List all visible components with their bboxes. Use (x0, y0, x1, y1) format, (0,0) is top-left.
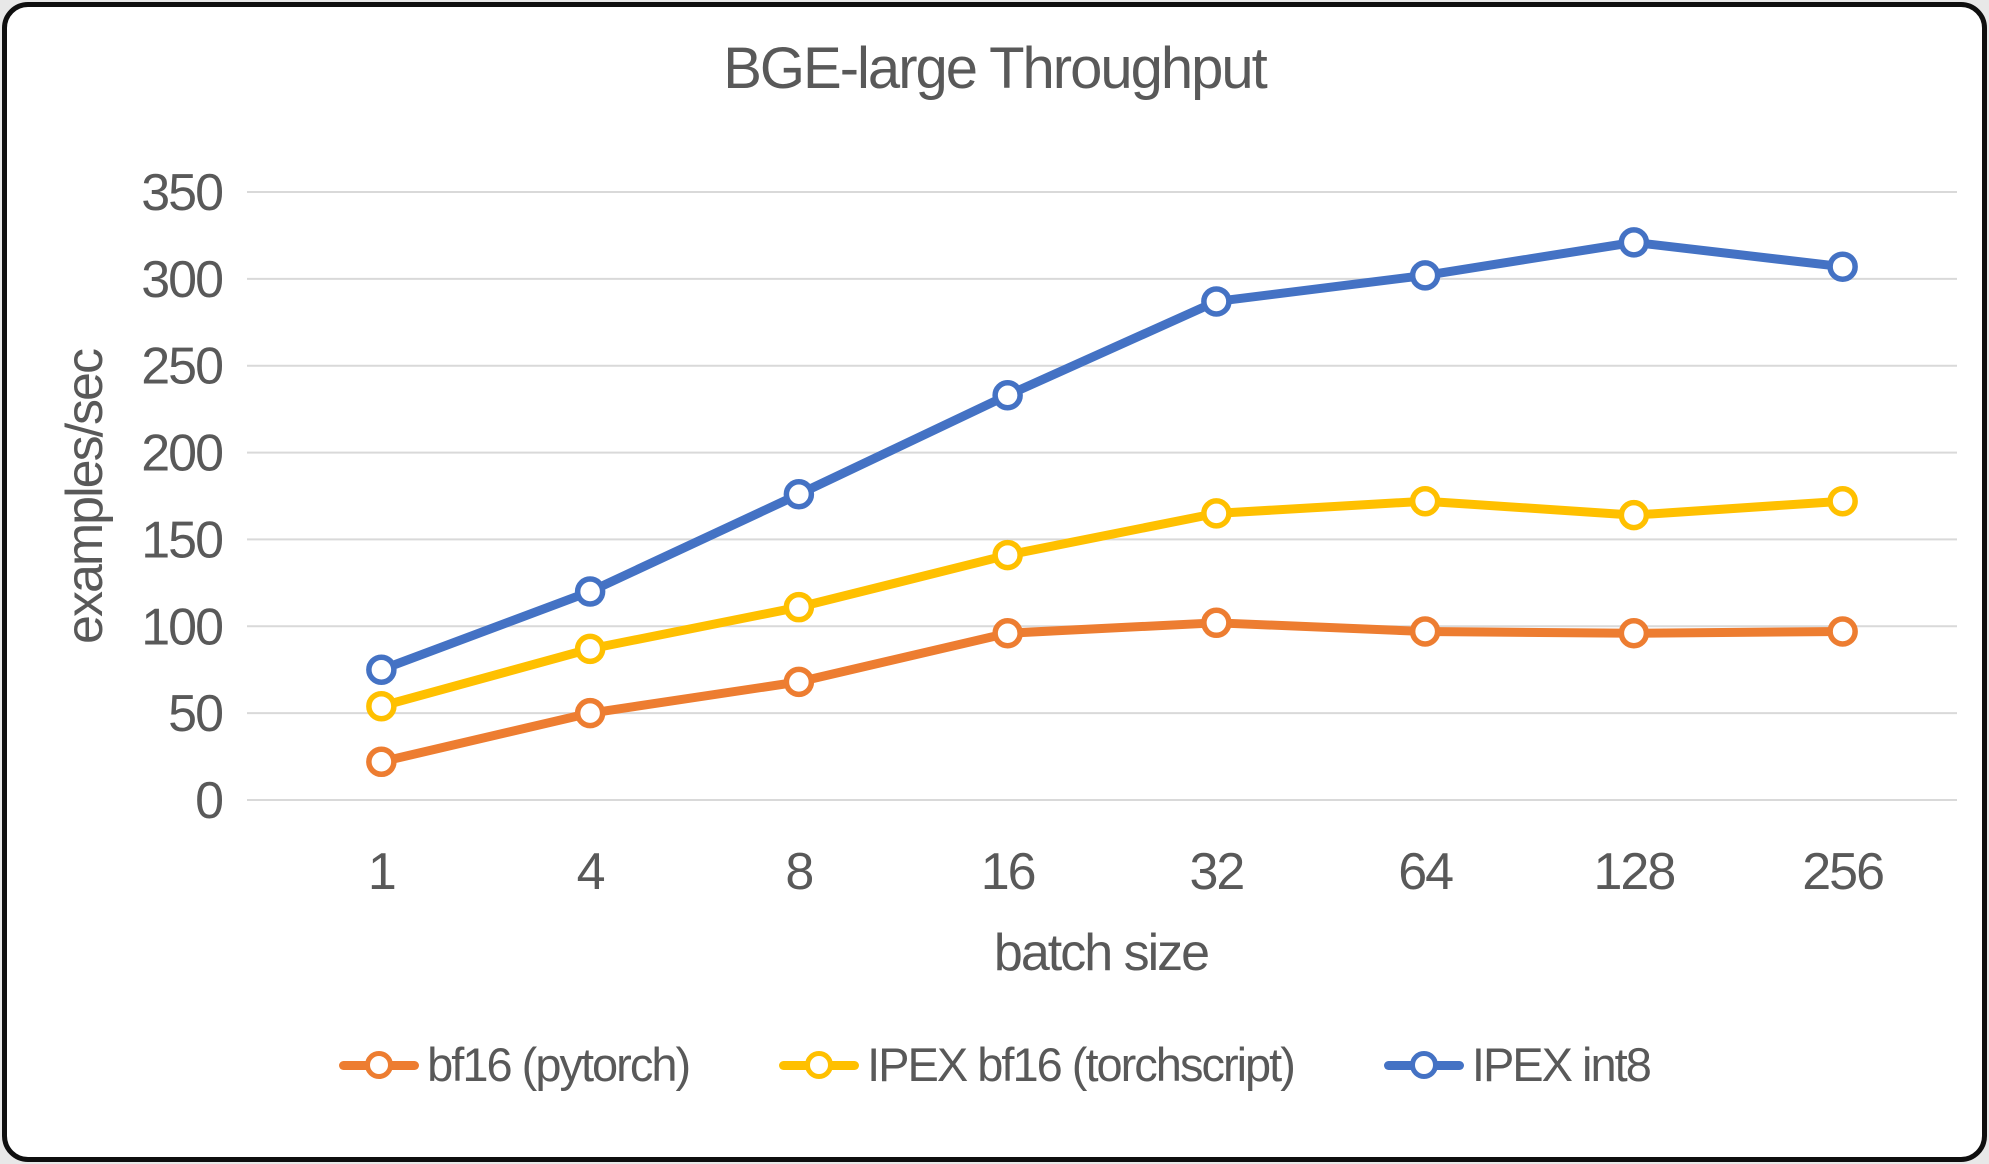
data-point-ipex-bf16-torchscript-1 (366, 690, 397, 722)
y-tick-label-250: 250 (141, 338, 222, 396)
x-tick-label-16: 16 (981, 843, 1035, 901)
data-point-ipex-int8-8 (783, 479, 815, 510)
y-tick-label-0: 0 (195, 772, 222, 830)
data-point-bf16-pytorch-1 (366, 746, 397, 778)
x-tick-label-1: 1 (368, 843, 395, 901)
y-tick-label-200: 200 (141, 425, 222, 483)
data-point-bf16-pytorch-4 (574, 697, 606, 729)
legend-line-circle-icon (779, 1048, 860, 1082)
data-point-bf16-pytorch-8 (783, 666, 815, 698)
y-tick-label-150: 150 (141, 511, 222, 569)
y-tick-label-300: 300 (141, 251, 222, 309)
series-line-ipex-bf16-torchscript (376, 496, 1848, 711)
data-point-ipex-int8-1 (366, 654, 397, 685)
data-point-bf16-pytorch-16 (992, 617, 1023, 649)
legend-line-circle-icon (339, 1048, 420, 1082)
x-tick-label-64: 64 (1398, 843, 1453, 901)
chart-plot-area: 0 50 100 150 200 250 300 350 1 4 8 16 32 64 128 256 (141, 164, 1957, 901)
data-point-ipex-int8-64 (1409, 260, 1441, 291)
y-tick-label-350: 350 (141, 164, 222, 222)
x-tick-label-32: 32 (1189, 843, 1243, 901)
legend-circle-marker (805, 1050, 834, 1079)
legend-item-ipex-bf16-torchscript: IPEX bf16 (torchscript) (779, 1037, 1296, 1092)
legend-label: bf16 (pytorch) (427, 1038, 691, 1091)
data-point-ipex-bf16-torchscript-8 (783, 591, 815, 623)
x-tick-label-128: 128 (1593, 843, 1674, 901)
x-tick-label-256: 256 (1802, 843, 1883, 901)
data-point-ipex-bf16-torchscript-32 (1201, 498, 1232, 529)
y-tick-label-100: 100 (141, 598, 222, 656)
chart-title: BGE-large Throughput (723, 36, 1268, 101)
data-point-ipex-bf16-torchscript-128 (1618, 499, 1650, 531)
data-point-ipex-bf16-torchscript-256 (1827, 485, 1858, 517)
x-tick-label-8: 8 (785, 843, 812, 901)
legend-line-circle-icon (1383, 1048, 1464, 1082)
data-point-ipex-bf16-torchscript-16 (992, 539, 1023, 571)
legend-circle-marker (365, 1050, 394, 1079)
data-point-ipex-bf16-torchscript-64 (1409, 485, 1441, 517)
chart-legend: bf16 (pytorch) IPEX bf16 (torchscript) IPE… (7, 1037, 1982, 1092)
data-point-bf16-pytorch-64 (1409, 616, 1441, 647)
legend-label: IPEX int8 (1471, 1038, 1652, 1091)
series-line-ipex-int8 (376, 237, 1848, 675)
data-point-ipex-int8-32 (1201, 286, 1232, 317)
data-point-ipex-int8-256 (1827, 251, 1858, 282)
data-point-bf16-pytorch-256 (1827, 616, 1858, 647)
data-point-ipex-int8-128 (1618, 227, 1650, 258)
data-point-ipex-int8-4 (574, 576, 606, 607)
legend-item-bf16-pytorch: bf16 (pytorch) (339, 1037, 691, 1092)
x-tick-label-4: 4 (577, 843, 605, 901)
data-point-bf16-pytorch-128 (1618, 617, 1650, 649)
data-point-bf16-pytorch-32 (1201, 607, 1232, 639)
legend-item-ipex-int8: IPEX int8 (1383, 1037, 1652, 1092)
x-axis-title: batch size (993, 924, 1210, 982)
series-line-bf16-pytorch (376, 618, 1848, 767)
legend-label: IPEX bf16 (torchscript) (867, 1038, 1296, 1091)
data-point-ipex-bf16-torchscript-4 (574, 633, 606, 665)
y-tick-label-50: 50 (168, 685, 222, 743)
legend-circle-marker (1409, 1050, 1438, 1079)
data-point-ipex-int8-16 (992, 379, 1023, 411)
